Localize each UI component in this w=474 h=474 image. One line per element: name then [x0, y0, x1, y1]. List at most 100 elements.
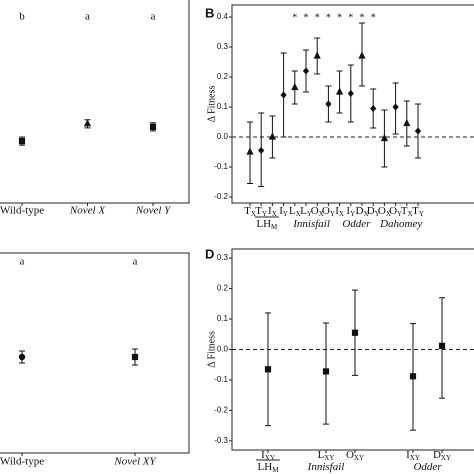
category-subscript: Y: [307, 210, 312, 218]
marker: [414, 127, 422, 135]
y-axis-label: Δ Fitness: [206, 331, 217, 368]
marker: [18, 137, 26, 145]
panel-label: B: [205, 5, 214, 20]
x-tick-label: LY: [300, 205, 312, 218]
marker: [258, 146, 265, 155]
group-name: Odder: [342, 218, 371, 230]
category-subscript: X: [272, 210, 277, 218]
marker: [313, 51, 321, 59]
x-tick-label: OY: [389, 205, 402, 218]
x-tick-label: IY: [279, 205, 288, 218]
marker: [131, 353, 139, 361]
marker: [83, 119, 92, 127]
group-name: Odder: [413, 461, 442, 473]
category-subscript: Y: [350, 210, 355, 218]
category-subscript: XY: [441, 454, 451, 462]
significance-star: *: [348, 12, 353, 23]
x-tick-label: OY: [322, 205, 335, 218]
y-tick-label: 0.0: [217, 132, 229, 141]
x-tick-label: LXY: [318, 449, 335, 462]
panel-frame: [0, 252, 190, 454]
x-tick-label: TY: [412, 205, 424, 218]
category-letter: O: [378, 205, 386, 217]
group-letter: b: [19, 11, 25, 23]
x-tick-label: IX: [335, 205, 344, 218]
y-tick-label: 0.2: [217, 72, 229, 81]
category-letter: L: [300, 205, 307, 217]
category-subscript: Y: [283, 210, 288, 218]
marker: [358, 51, 366, 59]
x-tick-label: OX: [378, 205, 391, 218]
group-name: Innisfail: [292, 218, 330, 230]
marker: [347, 89, 354, 98]
category-subscript: Y: [397, 210, 402, 218]
category-subscript: X: [408, 210, 413, 218]
marker: [336, 87, 344, 95]
x-tick-label: IXY: [406, 449, 420, 462]
marker: [149, 123, 157, 130]
marker: [18, 353, 26, 361]
marker: [264, 366, 272, 373]
category-letter: O: [311, 205, 319, 217]
category-letter: T: [244, 205, 251, 217]
marker: [280, 91, 287, 99]
x-tick-label: Novel X: [69, 205, 106, 217]
category-letter: D: [433, 449, 441, 461]
x-tick-label: DXY: [433, 449, 451, 462]
x-tick-label: DX: [355, 205, 368, 218]
group-label: LHM: [256, 218, 278, 231]
category-subscript: X: [296, 210, 301, 218]
group-subscript: M: [272, 466, 279, 474]
marker: [351, 329, 359, 336]
category-letter: T: [401, 205, 408, 217]
y-tick-label: -0.1: [214, 162, 228, 171]
category-letter: O: [346, 449, 354, 461]
marker: [438, 342, 446, 349]
panel-frame: [0, 0, 190, 204]
category-subscript: Y: [375, 210, 380, 218]
x-tick-label: IXY: [261, 449, 275, 462]
category-letter: T: [255, 205, 262, 217]
x-tick-label: OX: [311, 205, 324, 218]
marker: [291, 82, 299, 91]
category-subscript: Y: [419, 210, 424, 218]
x-tick-label: TY: [255, 205, 267, 218]
x-tick-label: IY: [346, 205, 355, 218]
category-subscript: Y: [330, 210, 335, 218]
panel-label: D: [205, 246, 214, 261]
x-tick-label: Novel XY: [113, 456, 157, 468]
y-tick-label: 0.3: [217, 42, 229, 51]
significance-star: *: [304, 12, 309, 23]
marker: [302, 67, 310, 75]
group-label: Dahomey: [379, 218, 422, 230]
category-letter: L: [289, 205, 296, 217]
x-tick-label: OXY: [346, 449, 364, 462]
category-letter: D: [355, 205, 363, 217]
category-subscript: X: [386, 210, 391, 218]
group-name: LH: [258, 461, 273, 473]
marker: [380, 133, 388, 142]
y-axis-label: Δ Fitness: [206, 86, 217, 123]
marker: [370, 104, 377, 113]
x-tick-label: Wild-type: [0, 456, 44, 468]
significance-star: *: [326, 12, 331, 23]
y-tick-label: 0.0: [217, 345, 229, 354]
y-tick-label: 0.3: [217, 253, 229, 262]
group-letter: a: [20, 256, 25, 268]
significance-star: *: [292, 12, 297, 23]
group-label: Innisfail: [307, 461, 345, 473]
category-subscript: Y: [262, 210, 267, 218]
group-label: Odder: [413, 461, 442, 473]
category-letter: T: [412, 205, 419, 217]
x-tick-label: TX: [401, 205, 413, 218]
x-tick-label: DY: [367, 205, 380, 218]
category-subscript: X: [363, 210, 368, 218]
marker: [268, 132, 276, 140]
group-letter: a: [85, 11, 90, 23]
marker: [325, 100, 332, 108]
x-tick-label: IX: [268, 205, 277, 218]
category-letter: I: [335, 205, 339, 217]
category-letter: L: [318, 449, 325, 461]
y-tick-label: -0.2: [214, 192, 228, 201]
